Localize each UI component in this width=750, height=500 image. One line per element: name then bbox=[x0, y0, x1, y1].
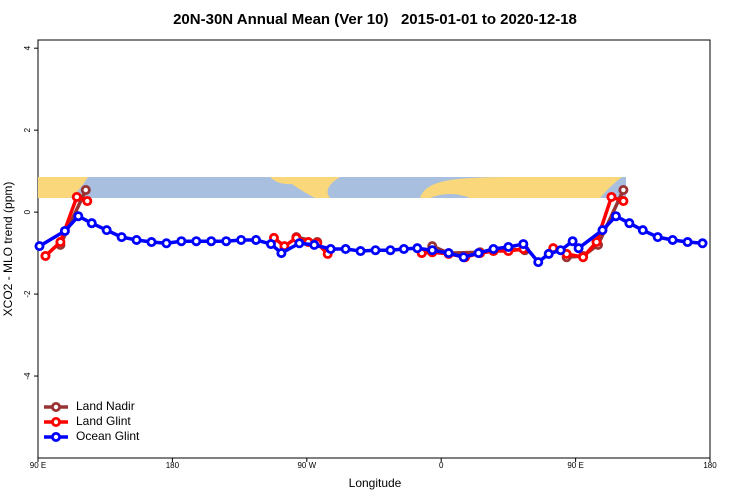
x-axis-label: Longitude bbox=[349, 476, 402, 490]
data-point bbox=[443, 248, 454, 259]
y-tick-label: 0 bbox=[23, 209, 32, 214]
legend-marker bbox=[51, 401, 62, 412]
chart-title: 20N-30N Annual Mean (Ver 10) 2015-01-01 … bbox=[173, 11, 577, 28]
data-point bbox=[503, 241, 514, 252]
data-point bbox=[34, 241, 45, 252]
data-point bbox=[309, 239, 320, 250]
data-point bbox=[697, 238, 708, 249]
legend-label: Land Glint bbox=[76, 414, 131, 428]
data-point bbox=[652, 232, 663, 243]
data-point bbox=[191, 236, 202, 247]
data-point bbox=[385, 245, 396, 256]
data-point bbox=[325, 243, 336, 254]
data-point bbox=[667, 234, 678, 245]
data-point bbox=[618, 196, 629, 207]
data-point bbox=[176, 236, 187, 247]
data-point bbox=[637, 225, 648, 236]
data-point bbox=[161, 238, 172, 249]
data-point bbox=[624, 218, 635, 229]
data-point bbox=[73, 211, 84, 222]
data-point bbox=[55, 237, 66, 248]
data-point bbox=[221, 236, 232, 247]
data-point bbox=[40, 250, 51, 261]
series-line bbox=[44, 195, 88, 258]
data-point bbox=[265, 239, 276, 250]
y-tick-label: -4 bbox=[23, 372, 32, 380]
x-tick-label: 90 W bbox=[297, 461, 316, 470]
legend-marker bbox=[51, 431, 62, 442]
data-point bbox=[518, 239, 529, 250]
map-ocean bbox=[430, 194, 470, 198]
data-point bbox=[458, 252, 469, 263]
data-point bbox=[116, 232, 127, 243]
x-tick-label: 180 bbox=[166, 461, 180, 470]
data-point bbox=[340, 243, 351, 254]
x-tick-label: 0 bbox=[439, 461, 444, 470]
data-point bbox=[101, 225, 112, 236]
data-point bbox=[618, 184, 629, 195]
data-point bbox=[610, 211, 621, 222]
legend-marker bbox=[51, 416, 62, 427]
y-tick-label: -2 bbox=[23, 290, 32, 298]
x-tick-label: 180 bbox=[703, 461, 717, 470]
data-point bbox=[86, 218, 97, 229]
data-point bbox=[543, 248, 554, 259]
data-point bbox=[370, 245, 381, 256]
data-point bbox=[131, 234, 142, 245]
data-point bbox=[59, 225, 70, 236]
data-point bbox=[578, 252, 589, 263]
data-point bbox=[251, 234, 262, 245]
y-tick-label: 4 bbox=[23, 45, 32, 50]
map-land bbox=[270, 177, 340, 198]
x-tick-label: 90 E bbox=[30, 461, 46, 470]
data-point bbox=[412, 243, 423, 254]
data-point bbox=[236, 234, 247, 245]
data-point bbox=[80, 184, 91, 195]
data-point bbox=[606, 191, 617, 202]
series-line bbox=[38, 214, 703, 264]
data-point bbox=[82, 196, 93, 207]
y-tick-label: 2 bbox=[23, 127, 32, 132]
data-point bbox=[488, 243, 499, 254]
data-point bbox=[398, 243, 409, 254]
data-point bbox=[591, 237, 602, 248]
data-point bbox=[555, 245, 566, 256]
data-point bbox=[355, 246, 366, 257]
data-point bbox=[567, 236, 578, 247]
data-point bbox=[294, 238, 305, 249]
data-point bbox=[473, 248, 484, 259]
data-point bbox=[206, 236, 217, 247]
legend-label: Land Nadir bbox=[76, 399, 135, 413]
data-point bbox=[533, 257, 544, 268]
data-point bbox=[276, 248, 287, 259]
data-point bbox=[71, 191, 82, 202]
x-tick-label: 90 E bbox=[567, 461, 583, 470]
data-point bbox=[597, 225, 608, 236]
data-point bbox=[682, 237, 693, 248]
data-point bbox=[427, 245, 438, 256]
data-point bbox=[573, 243, 584, 254]
y-axis-label: XCO2 - MLO trend (ppm) bbox=[1, 182, 15, 317]
map-band bbox=[38, 177, 626, 198]
legend-label: Ocean Glint bbox=[76, 429, 140, 443]
map-land bbox=[420, 177, 622, 198]
data-point bbox=[146, 237, 157, 248]
